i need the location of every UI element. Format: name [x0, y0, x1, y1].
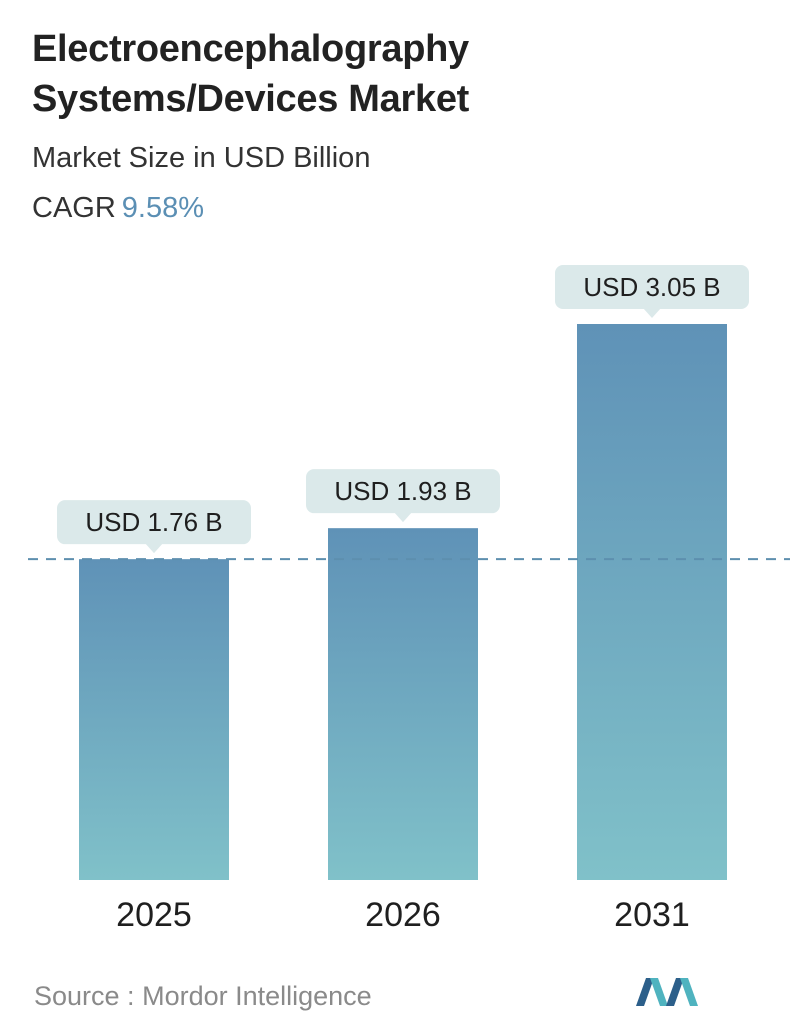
value-label-text: USD 3.05 B	[583, 272, 720, 302]
cagr-line: CAGR 9.58%	[32, 190, 204, 226]
source-name: Mordor Intelligence	[142, 981, 372, 1011]
chart-value-labels: USD 1.76 B USD 1.93 B USD 3.05 B	[57, 265, 749, 554]
source-label: Source :	[34, 981, 135, 1011]
value-label-text: USD 1.93 B	[334, 476, 471, 506]
value-label-2025: USD 1.76 B	[57, 500, 251, 554]
value-label-pointer	[394, 512, 412, 523]
bar-2031	[577, 324, 727, 880]
bar-2026	[328, 528, 478, 880]
value-label-box	[57, 500, 251, 545]
value-label-pointer	[643, 308, 661, 318]
cagr-label: CAGR	[32, 192, 116, 224]
chart-subtitle: Market Size in USD Billion	[32, 142, 371, 174]
chart-bars	[79, 324, 727, 880]
value-label-box	[306, 469, 500, 514]
value-label-2026: USD 1.93 B	[306, 469, 500, 523]
value-label-box	[555, 265, 749, 309]
bar-2025	[79, 559, 229, 880]
mordor-intelligence-logo	[636, 978, 698, 1006]
cagr-value: 9.58%	[121, 192, 205, 224]
x-tick-label: 2026	[365, 896, 441, 934]
x-tick-label: 2025	[116, 896, 192, 934]
value-label-pointer	[145, 543, 163, 554]
value-label-text: USD 1.76 B	[85, 507, 222, 537]
source-line: Source : Mordor Intelligence	[34, 978, 372, 1014]
x-axis-tick-labels: 2025 2026 2031	[116, 896, 690, 934]
chart-title: Electroencephalography Systems/Devices M…	[32, 28, 470, 120]
value-label-2031: USD 3.05 B	[555, 265, 749, 318]
x-tick-label: 2031	[614, 896, 690, 934]
